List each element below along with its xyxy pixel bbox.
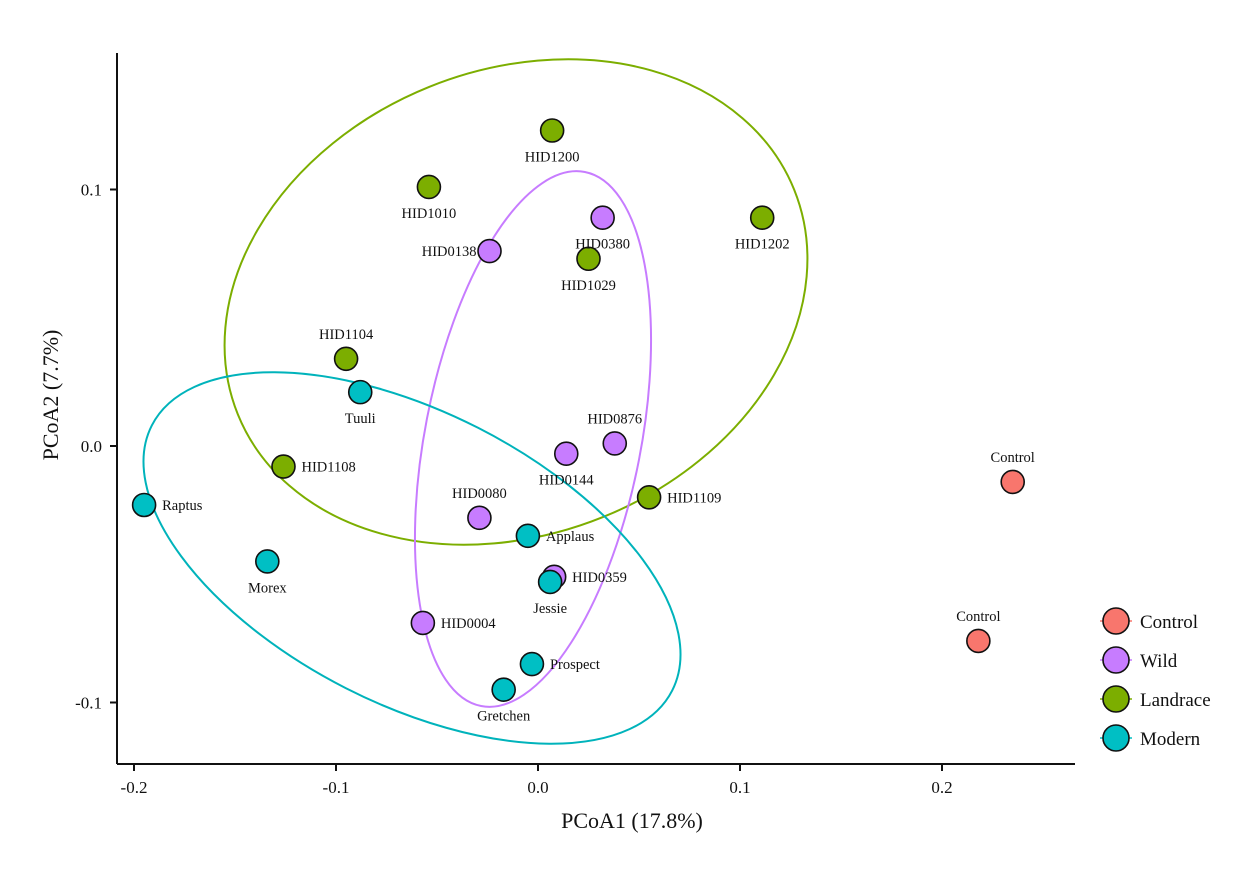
legend-marker (1102, 607, 1130, 635)
point-wild (602, 431, 628, 456)
point-modern (519, 651, 545, 677)
point-label: HID0359 (572, 570, 627, 586)
point-label: HID0004 (441, 616, 497, 632)
point-label: Control (956, 609, 1000, 625)
legend-item-control: Control (1100, 607, 1198, 635)
x-axis-title: PCoA1 (17.8%) (561, 808, 703, 833)
point-label: Prospect (550, 657, 600, 673)
legend-label: Landrace (1140, 690, 1211, 711)
point-label: HID0876 (587, 411, 642, 427)
point-wild (410, 610, 436, 636)
ellipse-wild (413, 170, 653, 708)
point-modern (131, 492, 157, 518)
axes: -0.2 -0.1 0.0 0.1 0.2 -0.1 0.0 0.1 (75, 53, 1075, 797)
point-label: HID0380 (575, 237, 630, 253)
legend-marker (1102, 685, 1130, 713)
point-label: Applaus (546, 529, 595, 545)
point-landrace (539, 118, 565, 143)
point-modern (515, 523, 541, 549)
point-modern (537, 569, 563, 595)
legend-item-modern: Modern (1100, 724, 1201, 752)
point-control (1000, 469, 1026, 495)
legend-item-landrace: Landrace (1100, 685, 1211, 713)
point-label: HID0144 (539, 473, 595, 489)
legend-marker (1102, 646, 1130, 674)
point-modern (255, 549, 280, 574)
point-label: HID1104 (319, 327, 374, 343)
point-label: HID1029 (561, 278, 616, 294)
legend-label: Control (1140, 612, 1198, 633)
point-landrace (271, 454, 296, 479)
point-landrace (333, 346, 359, 372)
y-tick-label: -0.1 (75, 694, 102, 713)
legend: Control Wild Landrace Modern (1100, 607, 1211, 752)
point-label: HID0138 (422, 244, 477, 260)
data-points (131, 118, 1026, 702)
point-modern (491, 677, 516, 702)
point-label: Tuuli (345, 411, 376, 427)
point-wild (467, 505, 492, 531)
point-label: Gretchen (477, 709, 531, 725)
point-label: Morex (248, 580, 287, 596)
ellipse-landrace (223, 58, 809, 546)
point-landrace (749, 205, 775, 231)
point-wild (590, 205, 615, 231)
point-label: HID1010 (402, 206, 457, 222)
legend-item-wild: Wild (1100, 646, 1178, 674)
point-label: Control (991, 450, 1035, 466)
point-label: HID1108 (301, 460, 355, 476)
legend-label: Wild (1140, 651, 1178, 672)
point-label: HID0080 (452, 486, 507, 502)
legend-marker (1102, 724, 1130, 752)
point-landrace (576, 246, 601, 272)
ellipse-modern (142, 371, 682, 745)
x-tick-label: -0.1 (323, 778, 350, 797)
point-wild (477, 238, 502, 264)
legend-label: Modern (1140, 729, 1201, 750)
point-labels: HID1200 HID1010 HID1202 HID1029 HID1104 HID11… (162, 150, 1035, 725)
x-tick-label: -0.2 (121, 778, 148, 797)
point-modern (347, 379, 373, 405)
confidence-ellipses (142, 58, 809, 745)
point-landrace (636, 484, 662, 510)
point-control (966, 628, 991, 654)
y-tick-label: 0.0 (81, 437, 102, 456)
point-wild (553, 441, 579, 466)
point-label: Jessie (533, 601, 567, 617)
point-label: HID1109 (667, 490, 721, 506)
y-tick-label: 0.1 (81, 181, 102, 200)
point-label: HID1202 (735, 237, 790, 253)
point-label: HID1200 (525, 150, 580, 166)
x-tick-label: 0.1 (729, 778, 750, 797)
y-axis-title: PCoA2 (7.7%) (38, 330, 63, 461)
x-tick-label: 0.2 (931, 778, 952, 797)
point-label: Raptus (162, 498, 203, 514)
x-tick-label: 0.0 (527, 778, 548, 797)
point-landrace (416, 174, 442, 200)
